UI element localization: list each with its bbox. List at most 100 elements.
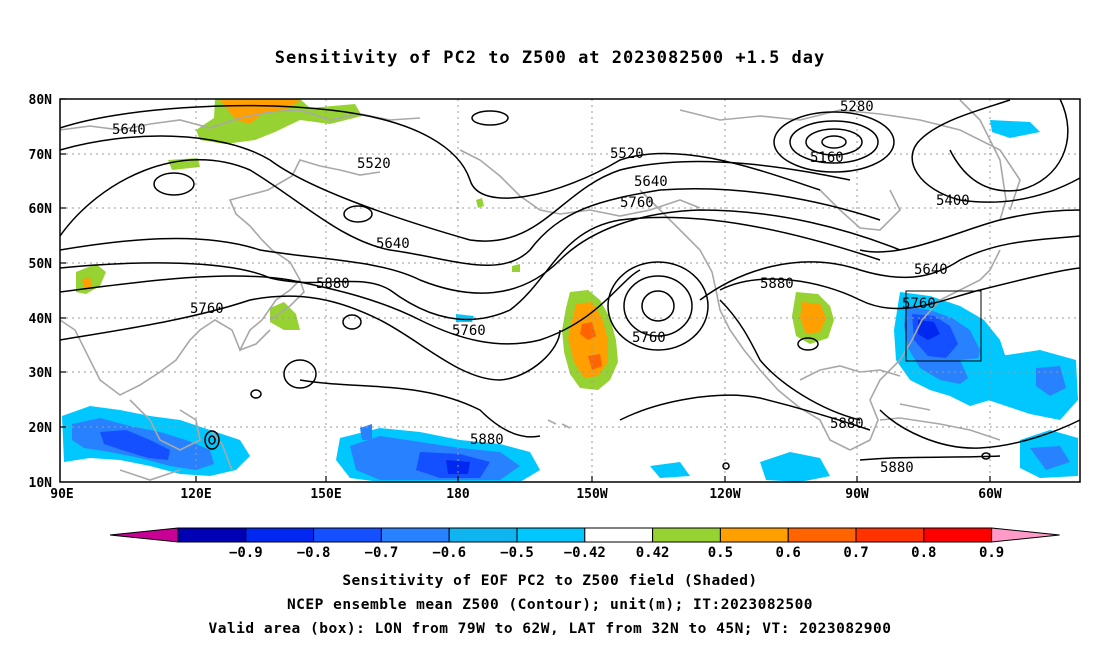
colorbar-swatch	[177, 527, 247, 543]
contour-line	[949, 98, 1069, 192]
colorbar-swatch	[584, 527, 654, 543]
contour-line	[619, 394, 871, 431]
lat-label: 60N	[29, 202, 53, 217]
colorbar-swatch	[652, 527, 721, 543]
lat-label: 50N	[29, 257, 53, 272]
contour-line	[204, 430, 220, 450]
contour-label: 5880	[470, 432, 504, 448]
colorbar-label: 0.7	[843, 545, 868, 561]
colorbar-swatch	[313, 527, 382, 543]
colorbar-label: 0.42	[636, 545, 670, 561]
contour-label: 5280	[840, 99, 874, 115]
contour-line	[805, 128, 863, 156]
contour-label: 5520	[357, 156, 391, 172]
contour-label: 5640	[634, 174, 668, 190]
contour-line	[59, 135, 851, 242]
colorbar-label: −0.42	[564, 545, 606, 561]
contour-line	[719, 267, 1081, 310]
colorbar-swatch	[855, 527, 925, 543]
contour-line	[59, 104, 821, 199]
lon-label: 120E	[180, 487, 211, 502]
contour-label: 5160	[810, 150, 844, 166]
positive-shading	[800, 302, 826, 334]
colorbar-swatch	[380, 527, 450, 543]
colorbar-swatch	[719, 527, 789, 543]
contour-label: 5640	[376, 236, 410, 252]
contour-line	[283, 359, 317, 389]
coastline-asia	[59, 159, 381, 396]
coastline-arctic-na	[679, 109, 1021, 211]
contour-label: 5760	[632, 330, 666, 346]
contour-label: 5520	[610, 146, 644, 162]
contour-label: 5640	[112, 122, 146, 138]
negative-shading	[1030, 446, 1070, 470]
contour-line	[153, 172, 195, 196]
colorbar-swatch	[516, 527, 586, 543]
positive-shading	[270, 302, 300, 330]
contour-line	[59, 216, 881, 321]
coastline-caribbean	[879, 403, 1001, 441]
contour-line	[607, 261, 709, 351]
coastline-na-west	[639, 189, 851, 451]
colorbar-arrow-right	[991, 527, 1060, 543]
lon-label: 150E	[310, 487, 341, 502]
contour-line	[797, 337, 819, 351]
contour-line	[208, 435, 216, 445]
lat-label: 40N	[29, 312, 53, 327]
colorbar-label: −0.7	[365, 545, 399, 561]
axis-ticks	[60, 98, 991, 482]
lat-label: 80N	[29, 93, 53, 108]
lat-label: 20N	[29, 421, 53, 436]
contour-line	[623, 275, 693, 337]
contour-label: 5880	[830, 416, 864, 432]
contour-line	[789, 120, 879, 164]
caption-line-1: Sensitivity of EOF PC2 to Z500 field (Sh…	[342, 573, 758, 589]
contour-line	[250, 389, 262, 399]
coastline-japan	[239, 279, 305, 351]
negative-shading	[918, 320, 940, 340]
contour-line	[342, 314, 362, 330]
contour-line	[821, 135, 847, 149]
negative-shading	[760, 452, 830, 482]
contour-line	[343, 205, 373, 223]
contour-line	[879, 409, 1081, 449]
colorbar-label: 0.5	[708, 545, 733, 561]
colorbar-label: −0.8	[297, 545, 331, 561]
positive-shading	[82, 277, 92, 288]
positive-shading	[512, 264, 520, 272]
contour-label: 5760	[902, 296, 936, 312]
contour-label: 5880	[760, 276, 794, 292]
contour-line	[59, 295, 561, 381]
contour-line	[859, 455, 1001, 461]
lon-axis: 90E 120E 150E 180 150W 120W 90W 60W	[50, 487, 1002, 502]
coastline-greenland	[959, 99, 1007, 221]
lat-axis: 80N 70N 60N 50N 40N 30N 20N 10N	[29, 93, 53, 491]
contour-labels: 5640 5520 5520 5280 5160 5640 5760 5400 …	[112, 99, 970, 476]
plot-frame	[59, 98, 1081, 483]
colorbar-arrow-left	[109, 527, 179, 543]
lon-label: 90E	[50, 487, 73, 502]
graticule	[60, 99, 1080, 482]
contour-line	[773, 111, 895, 173]
contour-line	[59, 159, 881, 267]
negative-shading	[650, 462, 690, 478]
contour-layer	[59, 98, 1081, 470]
colorbar-swatch	[448, 527, 518, 543]
lon-label: 90W	[845, 487, 869, 502]
valid-area-box	[905, 290, 982, 362]
caption-line-2: NCEP ensemble mean Z500 (Contour); unit(…	[286, 597, 814, 613]
colorbar-label: −0.5	[500, 545, 534, 561]
lat-label: 30N	[29, 366, 53, 381]
positive-shading	[476, 198, 484, 208]
contour-line	[641, 290, 675, 322]
colorbar-label: −0.9	[229, 545, 263, 561]
coastlines	[59, 99, 1021, 481]
colorbar-label: 0.9	[979, 545, 1004, 561]
negative-shading	[360, 424, 372, 440]
lon-label: 180	[446, 487, 470, 502]
coastline-gulf	[799, 365, 901, 381]
colorbar-swatch	[787, 527, 857, 543]
contour-line	[859, 209, 1081, 253]
contour-label: 5760	[620, 195, 654, 211]
